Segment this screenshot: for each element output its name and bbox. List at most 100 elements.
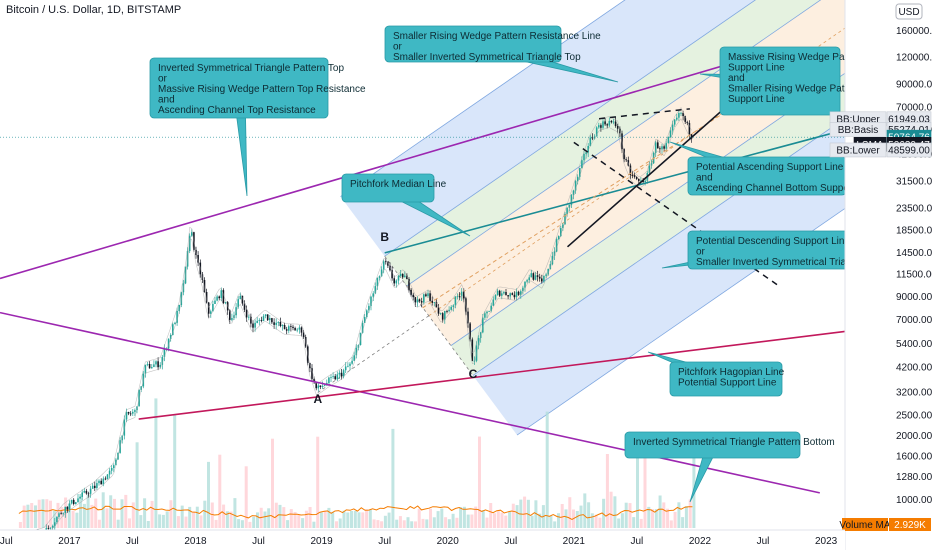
candle-body bbox=[132, 411, 134, 414]
candle-body bbox=[372, 293, 374, 297]
badge-value: 61949.03 bbox=[888, 114, 930, 125]
volume-bar bbox=[312, 521, 316, 528]
candle-body bbox=[473, 360, 476, 362]
candle-body bbox=[64, 506, 67, 514]
candle-body bbox=[290, 326, 292, 327]
callout-box bbox=[384, 25, 562, 63]
volume-bar bbox=[316, 436, 320, 528]
volume-bar bbox=[331, 511, 335, 528]
volume-bar bbox=[444, 517, 448, 528]
candle-body bbox=[222, 290, 225, 304]
volume-bar bbox=[214, 519, 218, 528]
candle-body bbox=[279, 322, 282, 326]
volume-bar bbox=[594, 514, 598, 528]
volume-bar bbox=[188, 506, 192, 528]
candle-body bbox=[266, 314, 269, 321]
candle-body bbox=[486, 311, 488, 314]
volume-bar bbox=[289, 509, 293, 528]
candle-body bbox=[498, 290, 501, 296]
candle-body bbox=[669, 130, 672, 137]
candle-body bbox=[245, 309, 248, 318]
time-tick-label: Jul bbox=[757, 536, 770, 547]
candle-body bbox=[127, 412, 130, 414]
price-tick-label: 31500.00 bbox=[896, 176, 932, 187]
candle-body bbox=[334, 376, 336, 380]
candle-body bbox=[321, 385, 324, 387]
candle-body bbox=[250, 316, 252, 324]
volume-bar bbox=[436, 511, 440, 528]
callout-line: Smaller Inverted Symmetrical Triangle To… bbox=[393, 52, 581, 63]
band-outer-upper bbox=[340, 0, 756, 257]
candle-body bbox=[437, 307, 440, 314]
candle-body bbox=[151, 367, 153, 369]
volume-bar bbox=[391, 428, 395, 528]
currency-button[interactable]: USD bbox=[895, 3, 923, 20]
candle-body bbox=[557, 236, 560, 239]
candle-body bbox=[347, 365, 349, 367]
candle-body bbox=[317, 385, 320, 389]
inverted-triangle-top-line bbox=[0, 49, 776, 280]
price-tick-label: 1600.00 bbox=[896, 452, 932, 463]
candle-body bbox=[553, 251, 556, 256]
candle-body bbox=[210, 311, 212, 314]
candle-body bbox=[309, 363, 311, 369]
candle-body bbox=[610, 120, 613, 123]
callout-line: and bbox=[728, 73, 745, 84]
volume-bar bbox=[613, 496, 617, 528]
volume-bar bbox=[256, 512, 259, 528]
volume-bar bbox=[90, 504, 94, 528]
hagopian-line-line bbox=[138, 330, 846, 420]
pivot-label-b: B bbox=[380, 230, 389, 244]
candle-body bbox=[176, 311, 178, 323]
volume-bar bbox=[440, 508, 444, 528]
candle-body bbox=[460, 291, 463, 297]
volume-bar bbox=[579, 505, 583, 528]
volume-bar bbox=[688, 499, 692, 528]
volume-bar bbox=[195, 506, 199, 528]
candle-body bbox=[66, 506, 69, 510]
candle-body bbox=[458, 296, 461, 298]
callout-line: or bbox=[696, 247, 706, 258]
annotation-callout: Inverted Symmetrical Triangle Pattern To… bbox=[149, 57, 366, 197]
pitchfork-level-4 bbox=[406, 0, 822, 287]
callout-box bbox=[719, 46, 841, 116]
volume-bar bbox=[557, 513, 560, 528]
volume-bar bbox=[376, 520, 380, 528]
candle-body bbox=[214, 300, 216, 304]
time-tick-label: 2018 bbox=[184, 536, 207, 547]
candle-body bbox=[159, 364, 161, 368]
candle-body bbox=[564, 213, 566, 225]
volume-bar bbox=[135, 442, 139, 528]
pitchfork-bc bbox=[384, 255, 474, 376]
candle-body bbox=[129, 413, 132, 415]
candle-body bbox=[163, 348, 166, 357]
candle-body bbox=[313, 378, 315, 382]
volume-bar bbox=[335, 521, 338, 528]
candle-body bbox=[157, 361, 159, 368]
callout-line: Support Line bbox=[728, 94, 785, 105]
price-tick-label: 9000.00 bbox=[896, 292, 932, 303]
candle-body bbox=[254, 322, 256, 328]
volume-bar bbox=[489, 503, 493, 528]
candle-body bbox=[581, 160, 583, 168]
candle-body bbox=[161, 356, 164, 365]
candle-body bbox=[484, 313, 486, 318]
candle-body bbox=[585, 152, 587, 154]
candle-body bbox=[429, 293, 431, 301]
candle-body bbox=[243, 303, 246, 310]
candle-body bbox=[332, 376, 334, 378]
volume-bar bbox=[161, 514, 165, 528]
volume-bar bbox=[18, 522, 22, 528]
candle-body bbox=[404, 275, 406, 278]
annotation-callout: Inverted Symmetrical Triangle Pattern Bo… bbox=[624, 431, 835, 503]
candle-body bbox=[361, 322, 364, 333]
pivot-labels: A B C bbox=[313, 230, 477, 406]
volume-bar bbox=[684, 506, 688, 528]
candle-body bbox=[391, 270, 393, 279]
candle-body bbox=[566, 207, 568, 214]
candle-body bbox=[401, 273, 404, 278]
candle-body bbox=[482, 317, 484, 333]
candle-body bbox=[414, 297, 417, 303]
